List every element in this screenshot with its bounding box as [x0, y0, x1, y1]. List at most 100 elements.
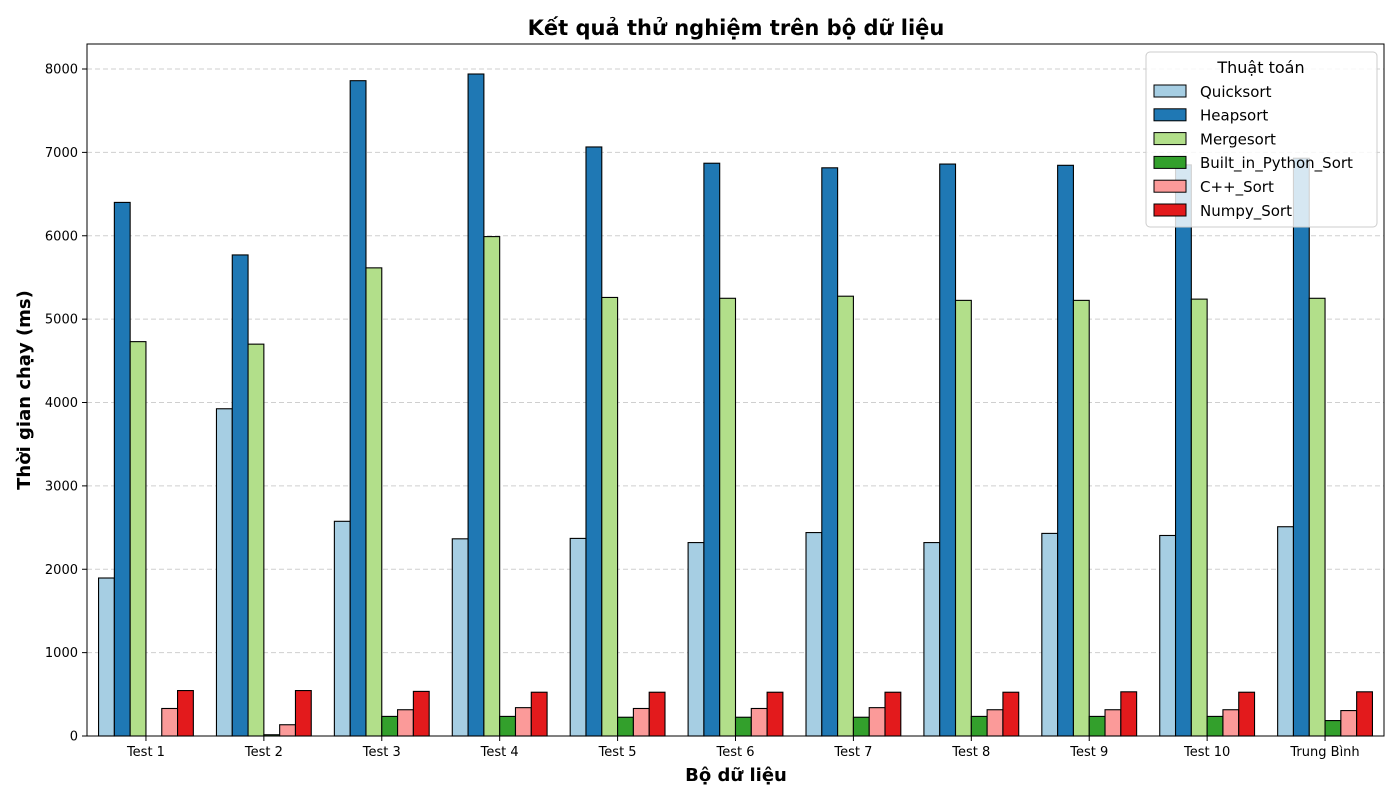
bar-c-sort-11	[1340, 710, 1358, 737]
bar-heapsort-9	[1057, 164, 1074, 737]
y-tick-label-0: 0	[70, 730, 78, 745]
y-tick-label-7: 7000	[45, 146, 78, 161]
bar-built-in-python-sort-11	[1324, 720, 1342, 737]
bar-heapsort-8	[939, 163, 957, 737]
y-tick-label-1: 1000	[45, 646, 78, 661]
bar-numpy-sort-4	[530, 691, 548, 737]
bar-mergesort-4	[483, 236, 501, 737]
bar-built-in-python-sort-5	[617, 716, 634, 737]
bar-heapsort-7	[821, 167, 839, 737]
bar-heapsort-4	[467, 73, 485, 737]
legend-label-3: Built_in_Python_Sort	[1200, 154, 1353, 173]
bar-numpy-sort-5	[648, 691, 666, 737]
bar-heapsort-5	[585, 146, 603, 737]
x-tick-label-8: Test 9	[1069, 745, 1108, 760]
bar-heapsort-1	[113, 201, 131, 737]
bar-built-in-python-sort-10	[1206, 715, 1224, 737]
bar-c-sort-1	[161, 707, 179, 737]
x-tick-label-3: Test 4	[480, 745, 519, 760]
bar-built-in-python-sort-4	[499, 715, 517, 737]
bar-c-sort-5	[632, 707, 650, 737]
bar-heapsort-10	[1174, 164, 1192, 737]
bar-quicksort-7	[805, 532, 823, 737]
y-axis: 0 1000 2000 3000 4000 5000 6000 7000 8000	[45, 63, 87, 745]
bar-quicksort-1	[98, 577, 115, 737]
bar-quicksort-5	[569, 537, 587, 737]
y-tick-label-6: 6000	[45, 229, 78, 244]
bar-c-sort-9	[1104, 709, 1122, 737]
bar-mergesort-8	[954, 299, 972, 737]
bar-c-sort-10	[1222, 709, 1240, 737]
bar-quicksort-10	[1159, 534, 1177, 737]
bar-mergesort-1	[129, 341, 147, 737]
legend-title: Thuật toán	[1216, 58, 1304, 77]
x-tick-label-5: Test 6	[715, 745, 754, 760]
y-tick-label-4: 4000	[45, 396, 78, 411]
bar-mergesort-2	[247, 343, 265, 737]
y-tick-label-5: 5000	[45, 313, 78, 328]
bar-built-in-python-sort-7	[852, 716, 870, 737]
bar-mergesort-6	[719, 297, 737, 737]
bar-numpy-sort-7	[884, 691, 902, 737]
legend-label-4: C++_Sort	[1200, 178, 1274, 197]
legend-label-2: Mergesort	[1200, 130, 1276, 148]
bar-numpy-sort-10	[1238, 691, 1256, 737]
legend-items: Quicksort Heapsort Mergesort Built_in_Pytho…	[1153, 83, 1353, 221]
bar-mergesort-5	[601, 296, 619, 737]
x-axis-title: Bộ dữ liệu	[685, 765, 787, 786]
y-tick-label-8: 8000	[45, 63, 78, 78]
chart-title: Kết quả thử nghiệm trên bộ dữ liệu	[528, 16, 945, 40]
bar-numpy-sort-9	[1120, 691, 1138, 737]
bar-c-sort-8	[986, 709, 1004, 737]
bar-heapsort-3	[349, 80, 367, 737]
x-tick-label-0: Test 1	[126, 745, 165, 760]
x-tick-label-9: Test 10	[1183, 745, 1230, 760]
bar-mergesort-9	[1072, 299, 1090, 737]
y-axis-title: Thời gian chạy (ms)	[14, 290, 35, 490]
bar-built-in-python-sort-6	[734, 716, 752, 737]
bar-numpy-sort-3	[412, 690, 430, 737]
bar-c-sort-7	[868, 707, 886, 737]
bar-c-sort-6	[750, 707, 768, 737]
bar-numpy-sort-1	[177, 690, 194, 737]
bar-numpy-sort-2	[294, 690, 312, 737]
bar-heapsort-6	[703, 162, 721, 737]
bar-numpy-sort-8	[1002, 691, 1020, 737]
y-tick-label-2: 2000	[45, 563, 78, 578]
legend-swatch-3	[1153, 155, 1187, 169]
x-tick-label-10: Trung Bình	[1289, 745, 1359, 760]
bar-mergesort-3	[365, 267, 383, 737]
bar-heapsort-11	[1292, 157, 1310, 737]
legend-label-5: Numpy_Sort	[1200, 202, 1292, 221]
bar-numpy-sort-6	[766, 691, 784, 737]
bar-mergesort-10	[1190, 298, 1208, 737]
bars-layer	[98, 73, 1373, 737]
x-tick-label-2: Test 3	[362, 745, 401, 760]
x-tick-label-6: Test 7	[833, 745, 872, 760]
bar-built-in-python-sort-3	[381, 715, 399, 737]
legend-swatch-4	[1153, 179, 1187, 193]
bar-quicksort-2	[215, 408, 233, 737]
bar-built-in-python-sort-9	[1088, 715, 1106, 737]
bar-quicksort-4	[451, 538, 469, 737]
bar-quicksort-11	[1277, 526, 1294, 737]
bar-numpy-sort-11	[1356, 691, 1373, 737]
legend-box	[1145, 51, 1378, 228]
bar-heapsort-2	[231, 254, 249, 737]
y-tick-label-3: 3000	[45, 479, 78, 494]
x-tick-label-1: Test 2	[244, 745, 283, 760]
bar-c-sort-3	[397, 709, 414, 737]
legend-swatch-0	[1153, 84, 1187, 98]
bar-quicksort-3	[333, 520, 351, 737]
x-tick-label-7: Test 8	[951, 745, 990, 760]
bar-quicksort-9	[1041, 532, 1059, 737]
legend-swatch-5	[1153, 203, 1187, 217]
x-axis: Test 1 Test 2 Test 3 Test 4 Test 5 Test 6 Test…	[126, 736, 1360, 760]
legend-label-1: Heapsort	[1200, 107, 1268, 125]
bar-c-sort-2	[279, 724, 297, 737]
legend: Thuật toán Quicksort Heapsort Mergesort Bui…	[1145, 51, 1378, 228]
bar-built-in-python-sort-8	[970, 715, 988, 737]
legend-swatch-1	[1153, 108, 1187, 122]
bar-c-sort-4	[514, 707, 532, 737]
